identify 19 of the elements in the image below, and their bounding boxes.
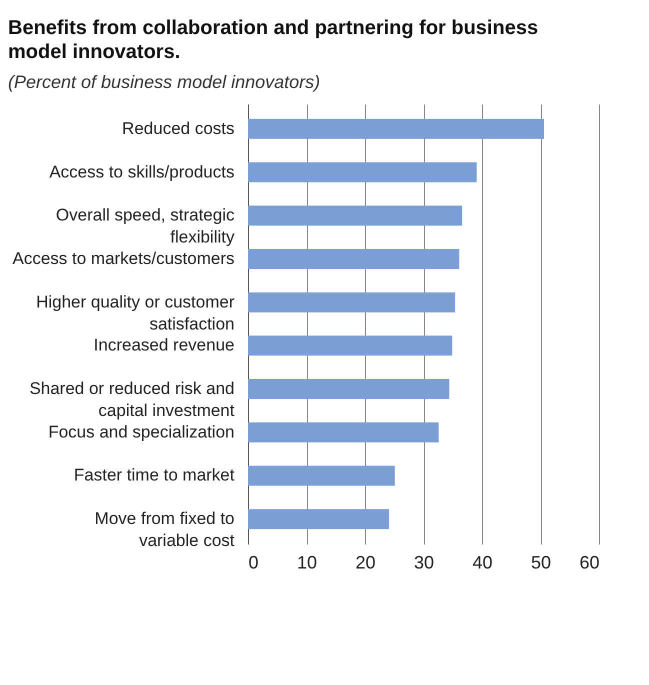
y-tick-label: Higher quality or customer satisfaction <box>36 292 235 334</box>
y-tick-label: Shared or reduced risk and capital investment <box>29 379 235 420</box>
x-tick-label: 40 <box>472 552 493 572</box>
chart-subtitle: (Percent of business model innovators) <box>8 72 320 92</box>
chart-title: Benefits from collaboration and partnering for business model innovators. <box>8 17 538 63</box>
x-tick-label: 30 <box>414 552 434 572</box>
y-tick-label: Overall speed, strategic flexibility <box>56 206 235 247</box>
y-tick-label: Increased revenue <box>94 336 234 355</box>
y-tick-label: Access to markets/customers <box>12 248 234 268</box>
x-tick-label: 50 <box>530 552 552 572</box>
y-tick-label: Reduced costs <box>122 118 234 138</box>
y-tick-label: Access to skills/products <box>49 162 234 182</box>
x-tick-label: 10 <box>296 552 318 572</box>
x-tick-label: 20 <box>355 552 376 572</box>
y-tick-label: Move from fixed to variable cost <box>94 509 235 550</box>
y-tick-label: Faster time to market <box>74 466 235 485</box>
x-tick-label: 60 <box>579 552 600 572</box>
x-tick-label: 0 <box>248 552 259 572</box>
y-tick-label: Focus and specialization <box>48 422 234 442</box>
